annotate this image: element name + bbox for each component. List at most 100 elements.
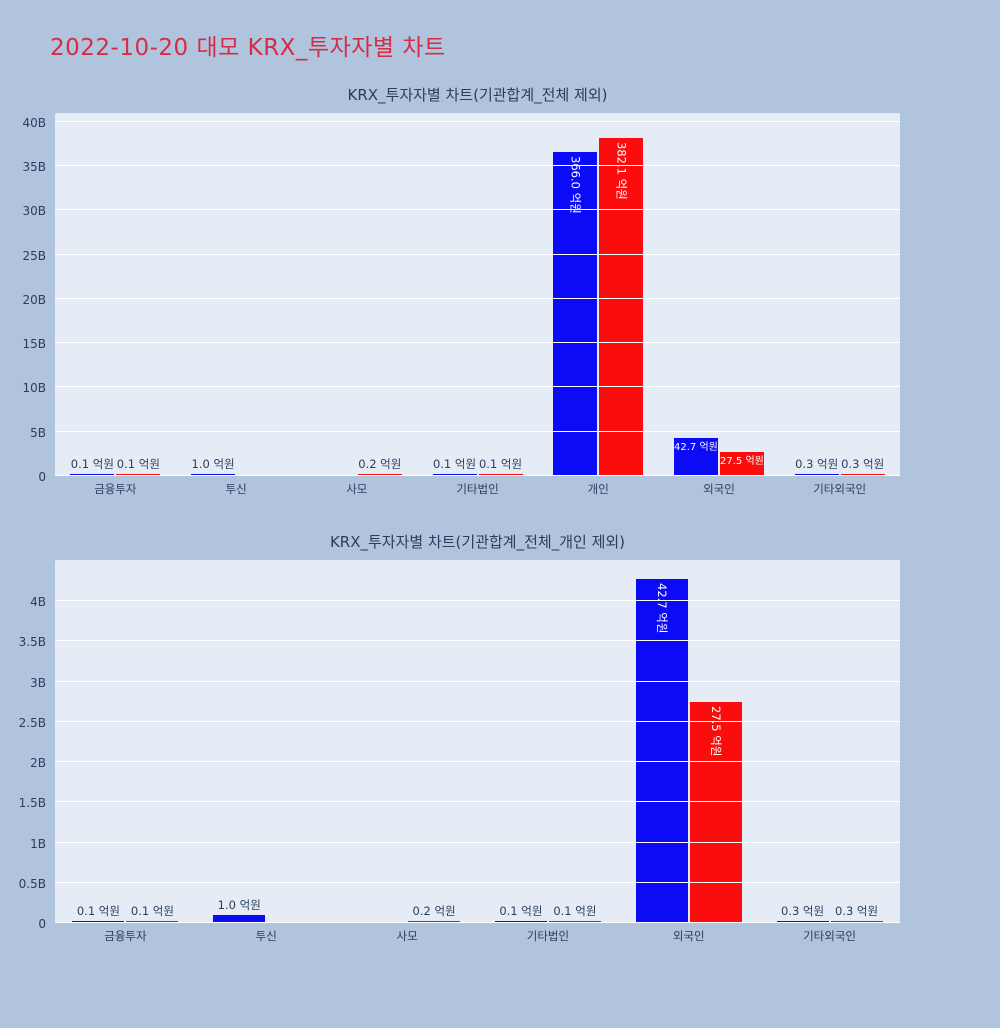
gridline	[55, 120, 900, 122]
bar-slot: 0.2 억원	[357, 113, 403, 476]
bar-value-label: 0.1 억원	[478, 457, 523, 472]
bar-slot: 0.1 억원	[432, 113, 478, 476]
bar-value-label: 366.0 억원	[568, 155, 583, 214]
blue-bar[interactable]	[635, 579, 688, 923]
bar-value-label: 1.0 억원	[217, 898, 261, 913]
red-bar[interactable]	[719, 451, 764, 476]
chart-bottom-title: KRX_투자자별 차트(기관합계_전체_개인 제외)	[329, 533, 626, 551]
bar-slot: 1.0 억원	[190, 113, 236, 476]
x-category-label: 기타외국인	[813, 482, 867, 496]
bar-value-label: 0.3 억원	[841, 457, 885, 472]
bar-slot: 0.1 억원	[478, 113, 524, 476]
page-title: 2022-10-20 대모 KRX_투자자별 차트	[50, 35, 446, 61]
bar-group-금융투자: 0.1 억원 0.1 억원	[55, 113, 176, 476]
bar-value-label: 0.1 억원	[76, 904, 120, 919]
chart-top-y-axis: 0 5B 10B 15B 20B 25B 30B 35B 40B	[0, 113, 55, 484]
bar-value-label: 0.1 억원	[499, 904, 543, 919]
chart-bottom-x-axis: 금융투자 투신 사모 기타법인 외국인 기타외국인	[55, 923, 900, 944]
bar-slot: 1.0 억원	[212, 560, 266, 923]
gridline	[55, 680, 900, 682]
chart-bottom: KRX_투자자별 차트(기관합계_전체_개인 제외) 0 0.5B 1B 1.5B 2B…	[0, 531, 1000, 944]
x-category-label: 투신	[225, 482, 247, 496]
blue-bar[interactable]	[673, 438, 718, 476]
bar-slot: 42.7 억원	[635, 560, 689, 923]
red-bar[interactable]	[599, 137, 644, 476]
blue-bar[interactable]	[553, 151, 598, 476]
gridline	[55, 640, 900, 642]
gridline	[55, 841, 900, 843]
bar-slot: 0.3 억원	[794, 113, 840, 476]
bar-slot: 382.1 억원	[598, 113, 644, 476]
bar-slot: 0.1 억원	[548, 560, 602, 923]
x-category-label: 사모	[396, 929, 418, 943]
y-tick-label: 2.5B	[18, 715, 46, 730]
page: 2022-10-20 대모 KRX_투자자별 차트 KRX_투자자별 차트(기관…	[0, 28, 1000, 1028]
red-bar[interactable]	[689, 701, 742, 923]
bar-slot	[353, 560, 407, 923]
bar-group-사모: 0.2 억원	[337, 560, 478, 923]
x-category-label: 금융투자	[94, 482, 137, 496]
blue-bar[interactable]	[776, 920, 829, 923]
bar-group-기타외국인: 0.3 억원 0.3 억원	[779, 113, 900, 476]
x-category-label: 기타법인	[526, 929, 570, 943]
bar-value-label: 0.2 억원	[358, 457, 402, 472]
y-tick-label: 40B	[22, 115, 46, 130]
chart-bottom-bar-groups: 0.1 억원 0.1 억원 1.0 억원 0.2 억원 0.1 억원 0.1 억원 42.7…	[55, 560, 900, 923]
y-tick-label: 15B	[22, 337, 46, 352]
chart-top-title: KRX_투자자별 차트(기관합계_전체 제외)	[347, 86, 608, 104]
bar-value-label: 1.0 억원	[191, 457, 235, 472]
bar-slot: 0.3 억원	[776, 560, 830, 923]
bar-slot: 27.5 억원	[719, 113, 765, 476]
chart-top-body: 0 5B 10B 15B 20B 25B 30B 35B 40B 0.1 억원 0.1 억원 1.0…	[0, 113, 1000, 484]
x-category-label: 기타법인	[456, 482, 499, 496]
y-tick-label: 0	[38, 470, 46, 484]
chart-top-x-axis: 금융투자 투신 사모 기타법인 개인 외국인 기타외국인	[55, 476, 900, 497]
bar-group-개인: 366.0 억원 382.1 억원	[538, 113, 659, 476]
bar-value-label: 42.7 억원	[655, 583, 670, 634]
x-category-label: 외국인	[672, 929, 705, 943]
bar-group-외국인: 42.7 억원 27.5 억원	[618, 560, 759, 923]
bar-slot: 42.7 억원	[673, 113, 719, 476]
bar-slot: 0.1 억원	[115, 113, 161, 476]
y-tick-label: 1.5B	[18, 796, 46, 811]
bar-group-금융투자: 0.1 억원 0.1 억원	[55, 560, 196, 923]
y-tick-label: 30B	[22, 204, 46, 219]
bar-value-label: 42.7 억원	[674, 442, 718, 454]
gridline	[55, 922, 900, 923]
gridline	[55, 165, 900, 167]
gridline	[55, 253, 900, 255]
x-category-label: 개인	[587, 482, 609, 496]
bar-slot: 0.3 억원	[830, 560, 884, 923]
gridline	[55, 430, 900, 432]
gridline	[55, 475, 900, 476]
bar-value-label: 0.1 억원	[130, 904, 174, 919]
bar-value-label: 0.2 억원	[412, 904, 456, 919]
red-bar[interactable]	[830, 920, 883, 923]
bar-value-label: 0.1 억원	[116, 457, 160, 472]
bar-value-label: 0.1 억원	[432, 457, 477, 472]
x-category-label: 기타외국인	[803, 929, 856, 943]
gridline	[55, 342, 900, 344]
bar-slot: 0.1 억원	[69, 113, 115, 476]
y-tick-label: 0.5B	[18, 876, 46, 891]
gridline	[55, 761, 900, 763]
bar-group-기타외국인: 0.3 억원 0.3 억원	[759, 560, 900, 923]
x-category-label: 사모	[346, 482, 368, 496]
y-tick-label: 35B	[22, 160, 46, 175]
x-category-label: 외국인	[703, 482, 735, 496]
bar-value-label: 0.1 억원	[70, 457, 114, 472]
y-tick-label: 1B	[30, 836, 46, 851]
bar-group-투신: 1.0 억원	[176, 113, 297, 476]
blue-bar[interactable]	[213, 914, 266, 923]
chart-bottom-plot-area: 0.1 억원 0.1 억원 1.0 억원 0.2 억원 0.1 억원 0.1 억원 42.7…	[55, 560, 900, 923]
chart-bottom-y-axis: 0 0.5B 1B 1.5B 2B 2.5B 3B 3.5B 4B	[0, 560, 55, 931]
y-tick-label: 2B	[30, 756, 46, 771]
bar-value-label: 27.5 억원	[709, 705, 724, 757]
gridline	[55, 801, 900, 803]
gridline	[55, 386, 900, 388]
chart-bottom-body: 0 0.5B 1B 1.5B 2B 2.5B 3B 3.5B 4B 0.1 억원 0.1 억원 1.…	[0, 560, 1000, 931]
y-tick-label: 20B	[22, 292, 46, 307]
bar-value-label: 0.1 억원	[553, 904, 597, 919]
bar-slot: 0.1 억원	[71, 560, 125, 923]
bar-slot: 0.2 억원	[407, 560, 461, 923]
